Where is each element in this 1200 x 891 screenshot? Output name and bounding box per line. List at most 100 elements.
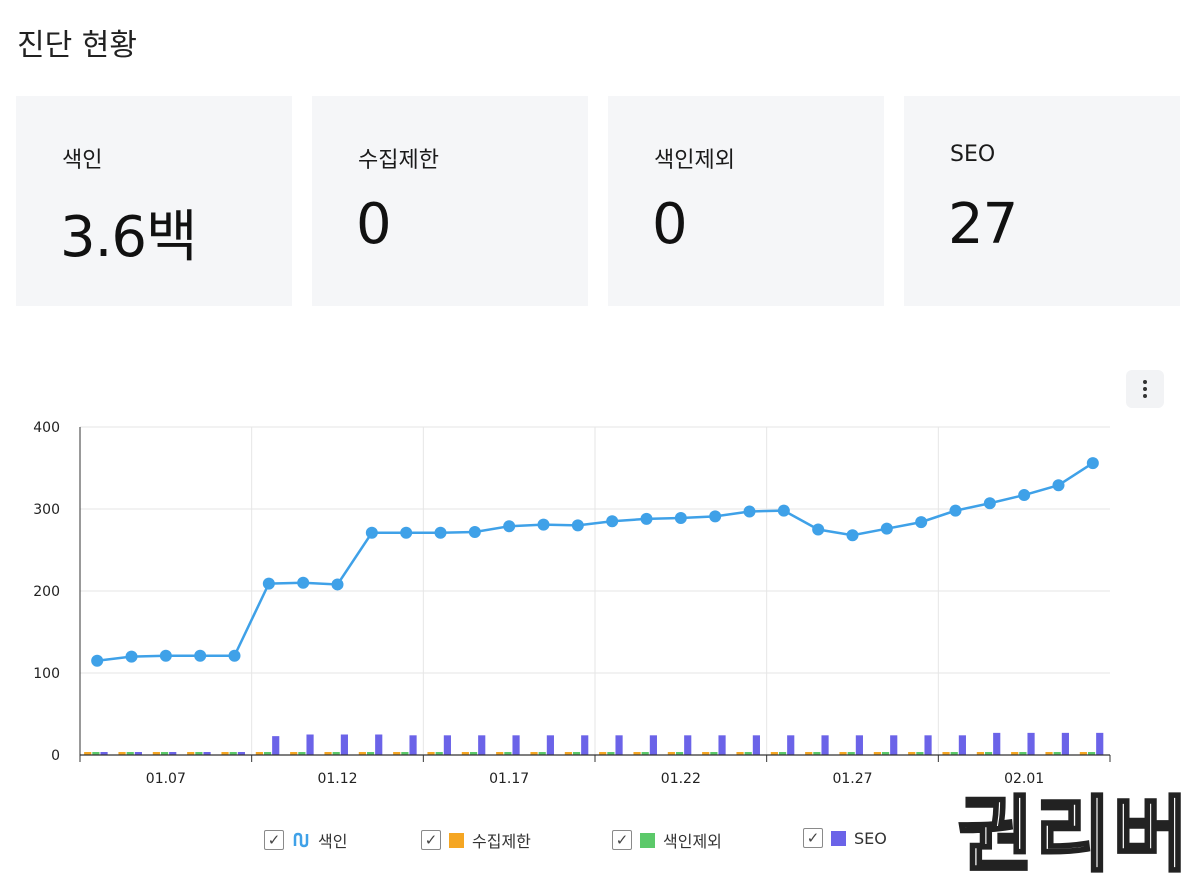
square-icon <box>640 832 655 848</box>
bar-SEO <box>958 735 966 755</box>
checkbox-checked-icon[interactable]: ✓ <box>612 830 632 850</box>
checkbox-checked-icon[interactable]: ✓ <box>421 830 441 850</box>
legend-item-index-excluded[interactable]: ✓ 색인제외 <box>612 828 722 852</box>
bar-SEO <box>787 735 795 755</box>
bar-수집제한 <box>839 752 847 755</box>
bar-SEO <box>134 752 142 755</box>
card-index: 색인 3.6백 <box>16 96 292 306</box>
legend-label: SEO <box>854 828 887 848</box>
bar-색인제외 <box>607 752 615 755</box>
point-색인 <box>571 519 584 532</box>
checkbox-checked-icon[interactable]: ✓ <box>803 828 823 848</box>
point-색인 <box>228 649 241 662</box>
bar-수집제한 <box>393 752 401 755</box>
diagnosis-chart: 0 100 200 300 400 01.07 01.12 01.17 01.22 01.27 02… <box>33 420 1111 787</box>
x-tick-label: 02.01 <box>1004 771 1044 787</box>
x-tick-label: 01.07 <box>146 771 186 787</box>
watermark-logo: 권리버 <box>956 787 1191 885</box>
point-색인 <box>297 576 310 589</box>
card-label: 수집제한 <box>358 148 439 173</box>
bar-수집제한 <box>736 752 744 755</box>
bar-수집제한 <box>84 752 92 755</box>
x-tick-label: 01.12 <box>317 771 357 787</box>
bar-SEO <box>615 735 623 755</box>
bar-수집제한 <box>702 752 710 755</box>
square-icon <box>449 832 464 848</box>
point-색인 <box>777 504 790 517</box>
bar-수집제한 <box>667 752 675 755</box>
bar-수집제한 <box>290 752 298 755</box>
bar-SEO <box>272 736 280 755</box>
bar-수집제한 <box>255 752 263 755</box>
chart-menu-button[interactable] <box>1126 370 1164 408</box>
bar-수집제한 <box>564 752 572 755</box>
x-tick-label: 01.27 <box>832 771 872 787</box>
bar-SEO <box>1096 732 1104 755</box>
bar-수집제한 <box>1011 752 1019 755</box>
card-crawl-limit: 수집제한 0 <box>312 96 588 306</box>
bar-수집제한 <box>1045 752 1053 755</box>
bar-수집제한 <box>599 752 607 755</box>
legend-item-crawl-limit[interactable]: ✓ 수집제한 <box>421 828 531 852</box>
bar-색인제외 <box>366 752 375 755</box>
bar-색인제외 <box>435 752 443 755</box>
more-vertical-icon <box>1143 379 1147 400</box>
square-icon <box>831 830 846 846</box>
bar-SEO <box>375 734 383 755</box>
y-tick-label: 400 <box>33 420 60 436</box>
point-색인 <box>915 516 928 529</box>
point-색인 <box>503 520 516 533</box>
bar-SEO <box>581 735 589 755</box>
bar-색인제외 <box>504 752 512 755</box>
bar-SEO <box>752 735 760 755</box>
bar-색인제외 <box>813 752 821 755</box>
bar-SEO <box>855 735 863 755</box>
point-색인 <box>159 649 172 662</box>
point-색인 <box>262 577 275 590</box>
point-색인 <box>125 650 138 663</box>
card-value: 27 <box>948 192 1018 257</box>
bar-수집제한 <box>1079 752 1087 755</box>
bar-SEO <box>718 735 726 755</box>
point-색인 <box>400 526 413 539</box>
card-value: 0 <box>652 192 688 257</box>
point-색인 <box>331 578 344 591</box>
point-색인 <box>640 512 653 525</box>
bar-색인제외 <box>1053 752 1061 755</box>
y-tick-label: 100 <box>33 666 60 682</box>
bar-SEO <box>478 735 486 755</box>
bar-SEO <box>169 752 177 755</box>
bar-SEO <box>237 752 245 755</box>
chart-legend: ✓ 색인 ✓ 수집제한 ✓ 색인제외 ✓ SEO <box>0 828 1200 858</box>
card-index-excluded: 색인제외 0 <box>608 96 884 306</box>
bar-수집제한 <box>496 752 504 755</box>
legend-item-index[interactable]: ✓ 색인 <box>264 828 347 852</box>
bar-수집제한 <box>976 752 984 755</box>
point-색인 <box>468 525 481 538</box>
checkbox-checked-icon[interactable]: ✓ <box>264 830 284 850</box>
bar-SEO <box>340 734 348 755</box>
bar-색인제외 <box>195 752 203 755</box>
page-title: 진단 현황 <box>17 28 137 63</box>
bar-SEO <box>821 735 829 755</box>
bar-색인제외 <box>710 752 718 755</box>
bar-색인제외 <box>1087 752 1096 755</box>
bar-수집제한 <box>461 752 469 755</box>
legend-item-seo[interactable]: ✓ SEO <box>803 828 887 848</box>
legend-label: 수집제한 <box>472 832 531 851</box>
bar-SEO <box>684 735 692 755</box>
legend-label: 색인 <box>318 832 348 851</box>
bar-수집제한 <box>221 752 229 755</box>
bar-SEO <box>100 752 108 755</box>
point-색인 <box>846 529 859 542</box>
bar-색인제외 <box>298 752 306 755</box>
bar-색인제외 <box>778 752 787 755</box>
y-tick-label: 300 <box>33 502 60 518</box>
bar-색인제외 <box>572 752 581 755</box>
card-value: 3.6백 <box>60 205 198 270</box>
bar-SEO <box>924 735 932 755</box>
bar-수집제한 <box>324 752 332 755</box>
bar-색인제외 <box>469 752 478 755</box>
card-value: 0 <box>356 192 392 257</box>
y-tick-label: 200 <box>33 584 60 600</box>
